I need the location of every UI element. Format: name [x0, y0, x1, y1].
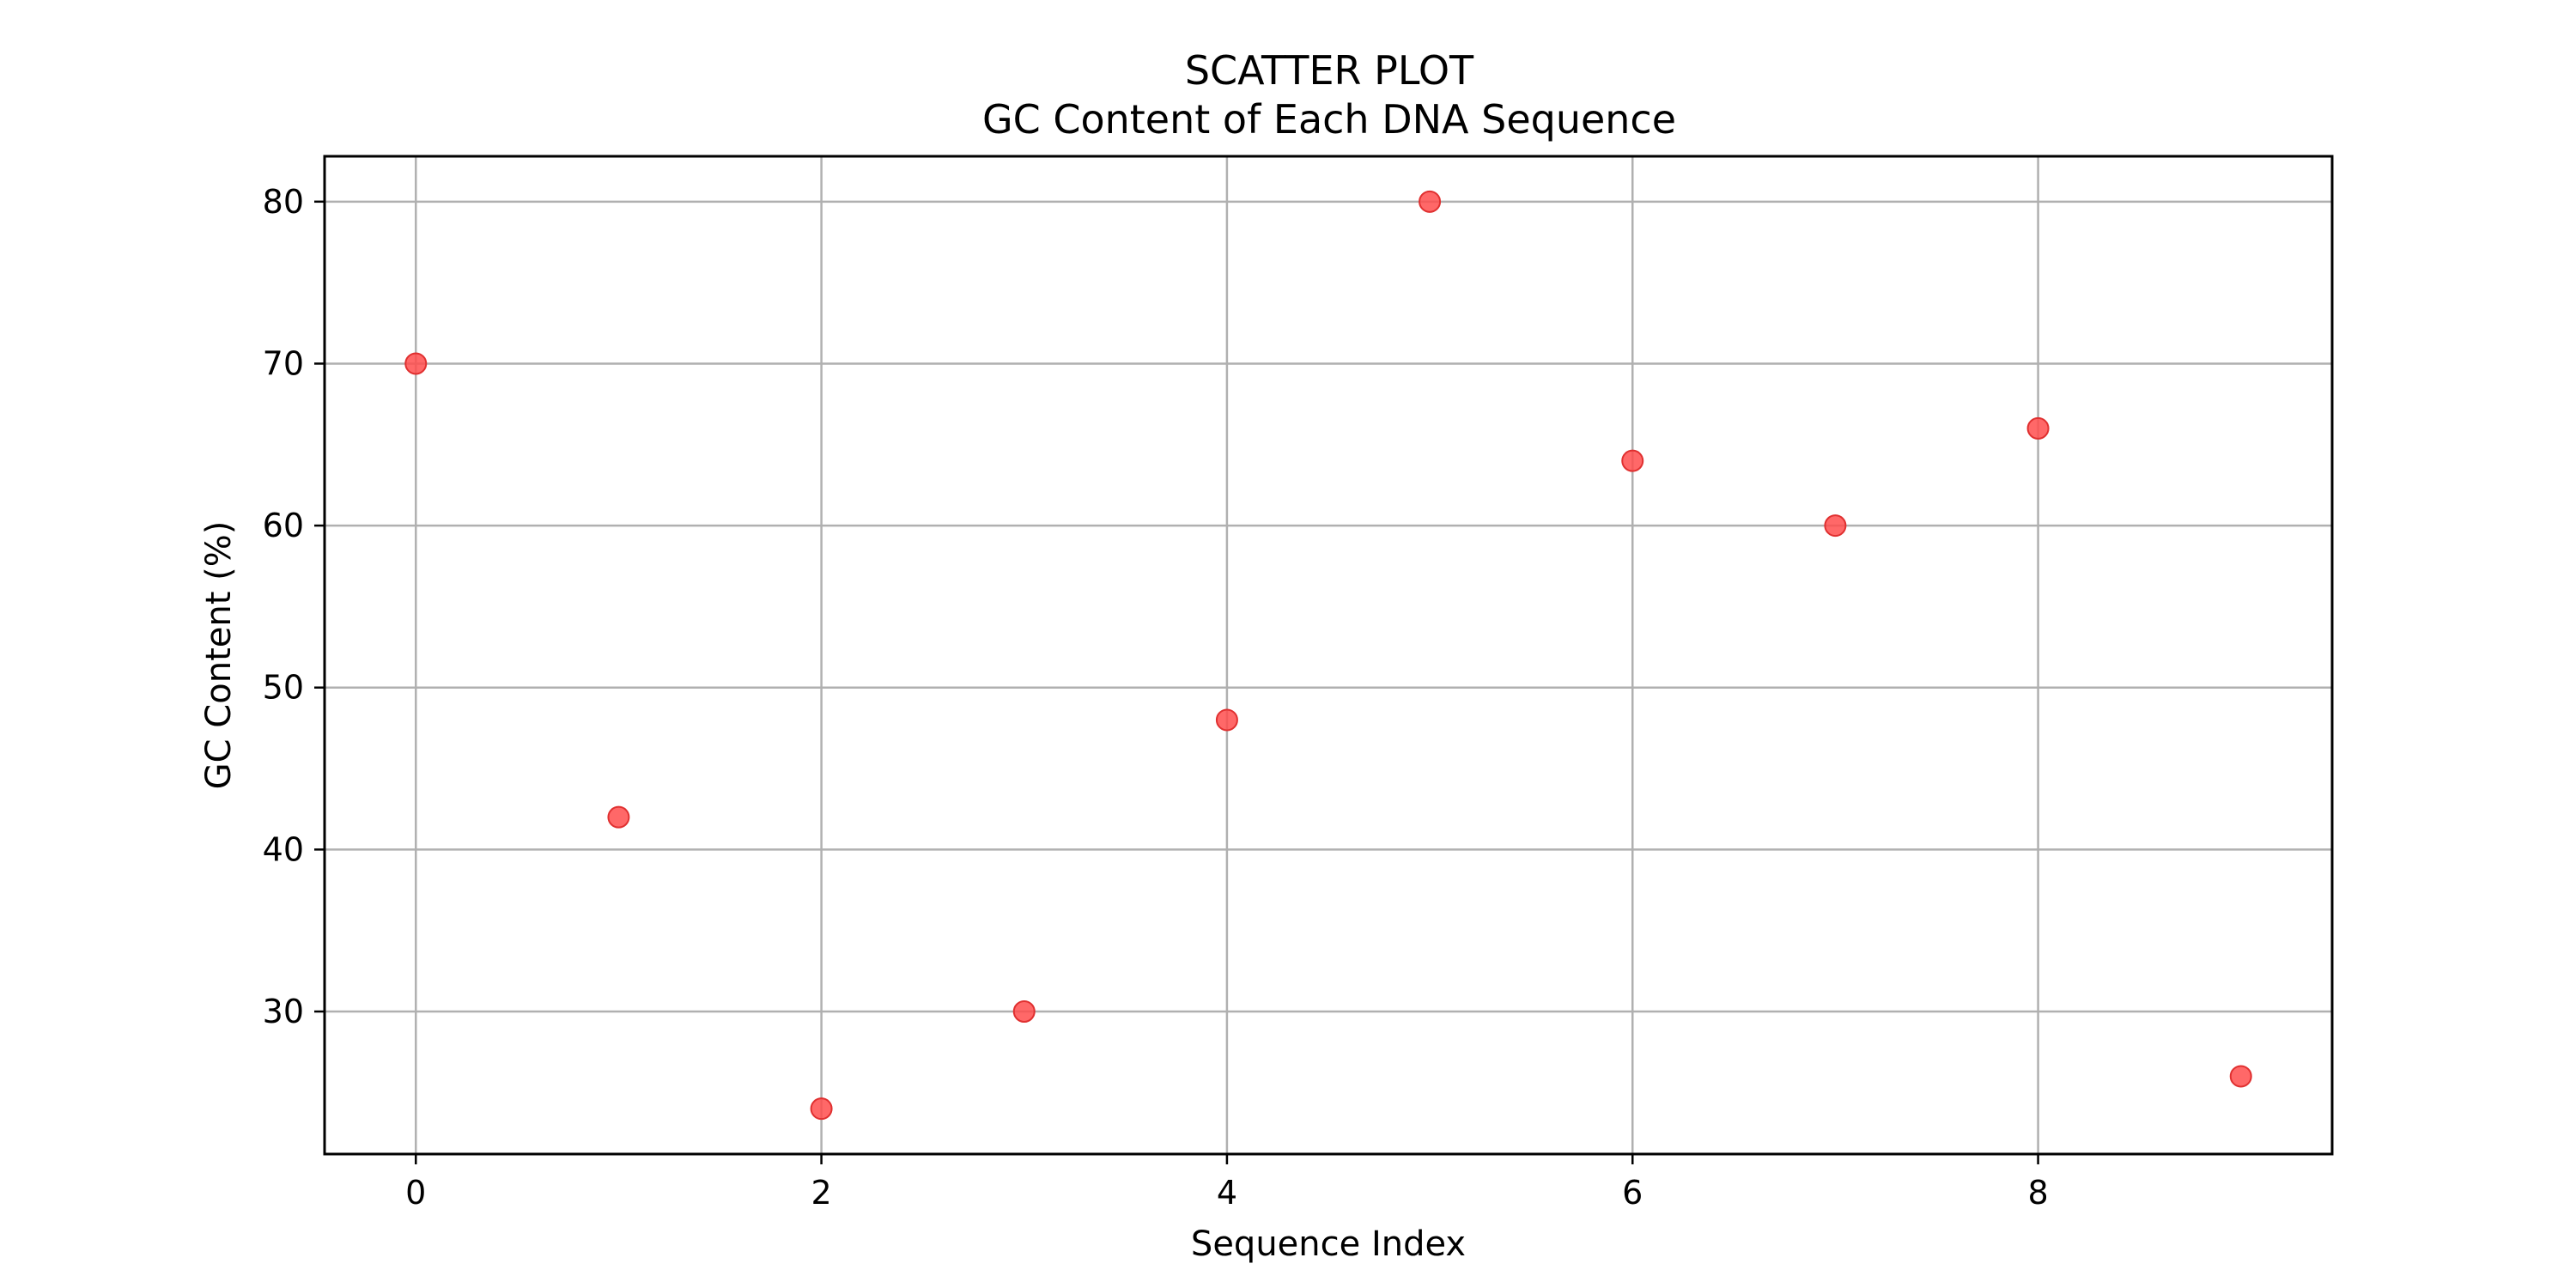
data-point: [607, 805, 630, 829]
data-point: [404, 352, 428, 375]
grid-layer: [325, 156, 2332, 1154]
x-tick-label: 4: [1217, 1174, 1237, 1212]
data-point: [2229, 1065, 2252, 1088]
y-tick-label: 30: [263, 993, 304, 1030]
y-tick-label: 70: [263, 344, 304, 382]
data-point: [1824, 514, 1847, 538]
x-tick-label: 8: [2027, 1174, 2048, 1212]
x-tick-label: 0: [405, 1174, 426, 1212]
data-point: [810, 1097, 833, 1121]
chart-subtitle: GC Content of Each DNA Sequence: [982, 96, 1676, 143]
y-tick-label: 60: [263, 507, 304, 544]
y-tick-label: 40: [263, 830, 304, 868]
y-tick-label: 50: [263, 669, 304, 707]
data-point: [2026, 416, 2050, 440]
data-point: [1012, 1000, 1036, 1023]
y-axis-label: GC Content (%): [199, 521, 239, 790]
data-point: [1621, 449, 1644, 472]
data-point: [1419, 190, 1442, 213]
y-tick-label: 80: [263, 183, 304, 221]
x-tick-label: 2: [811, 1174, 832, 1212]
x-axis-label: Sequence Index: [1191, 1224, 1466, 1264]
data-point: [1215, 708, 1238, 732]
x-tick-label: 6: [1622, 1174, 1643, 1212]
chart-title: SCATTER PLOT: [1185, 47, 1474, 94]
plot-frame: [323, 155, 2334, 1156]
point-layer: [404, 190, 2252, 1121]
tick-layer: 0 2 4 6 8 30 40 50 60 70 80: [263, 183, 2049, 1212]
